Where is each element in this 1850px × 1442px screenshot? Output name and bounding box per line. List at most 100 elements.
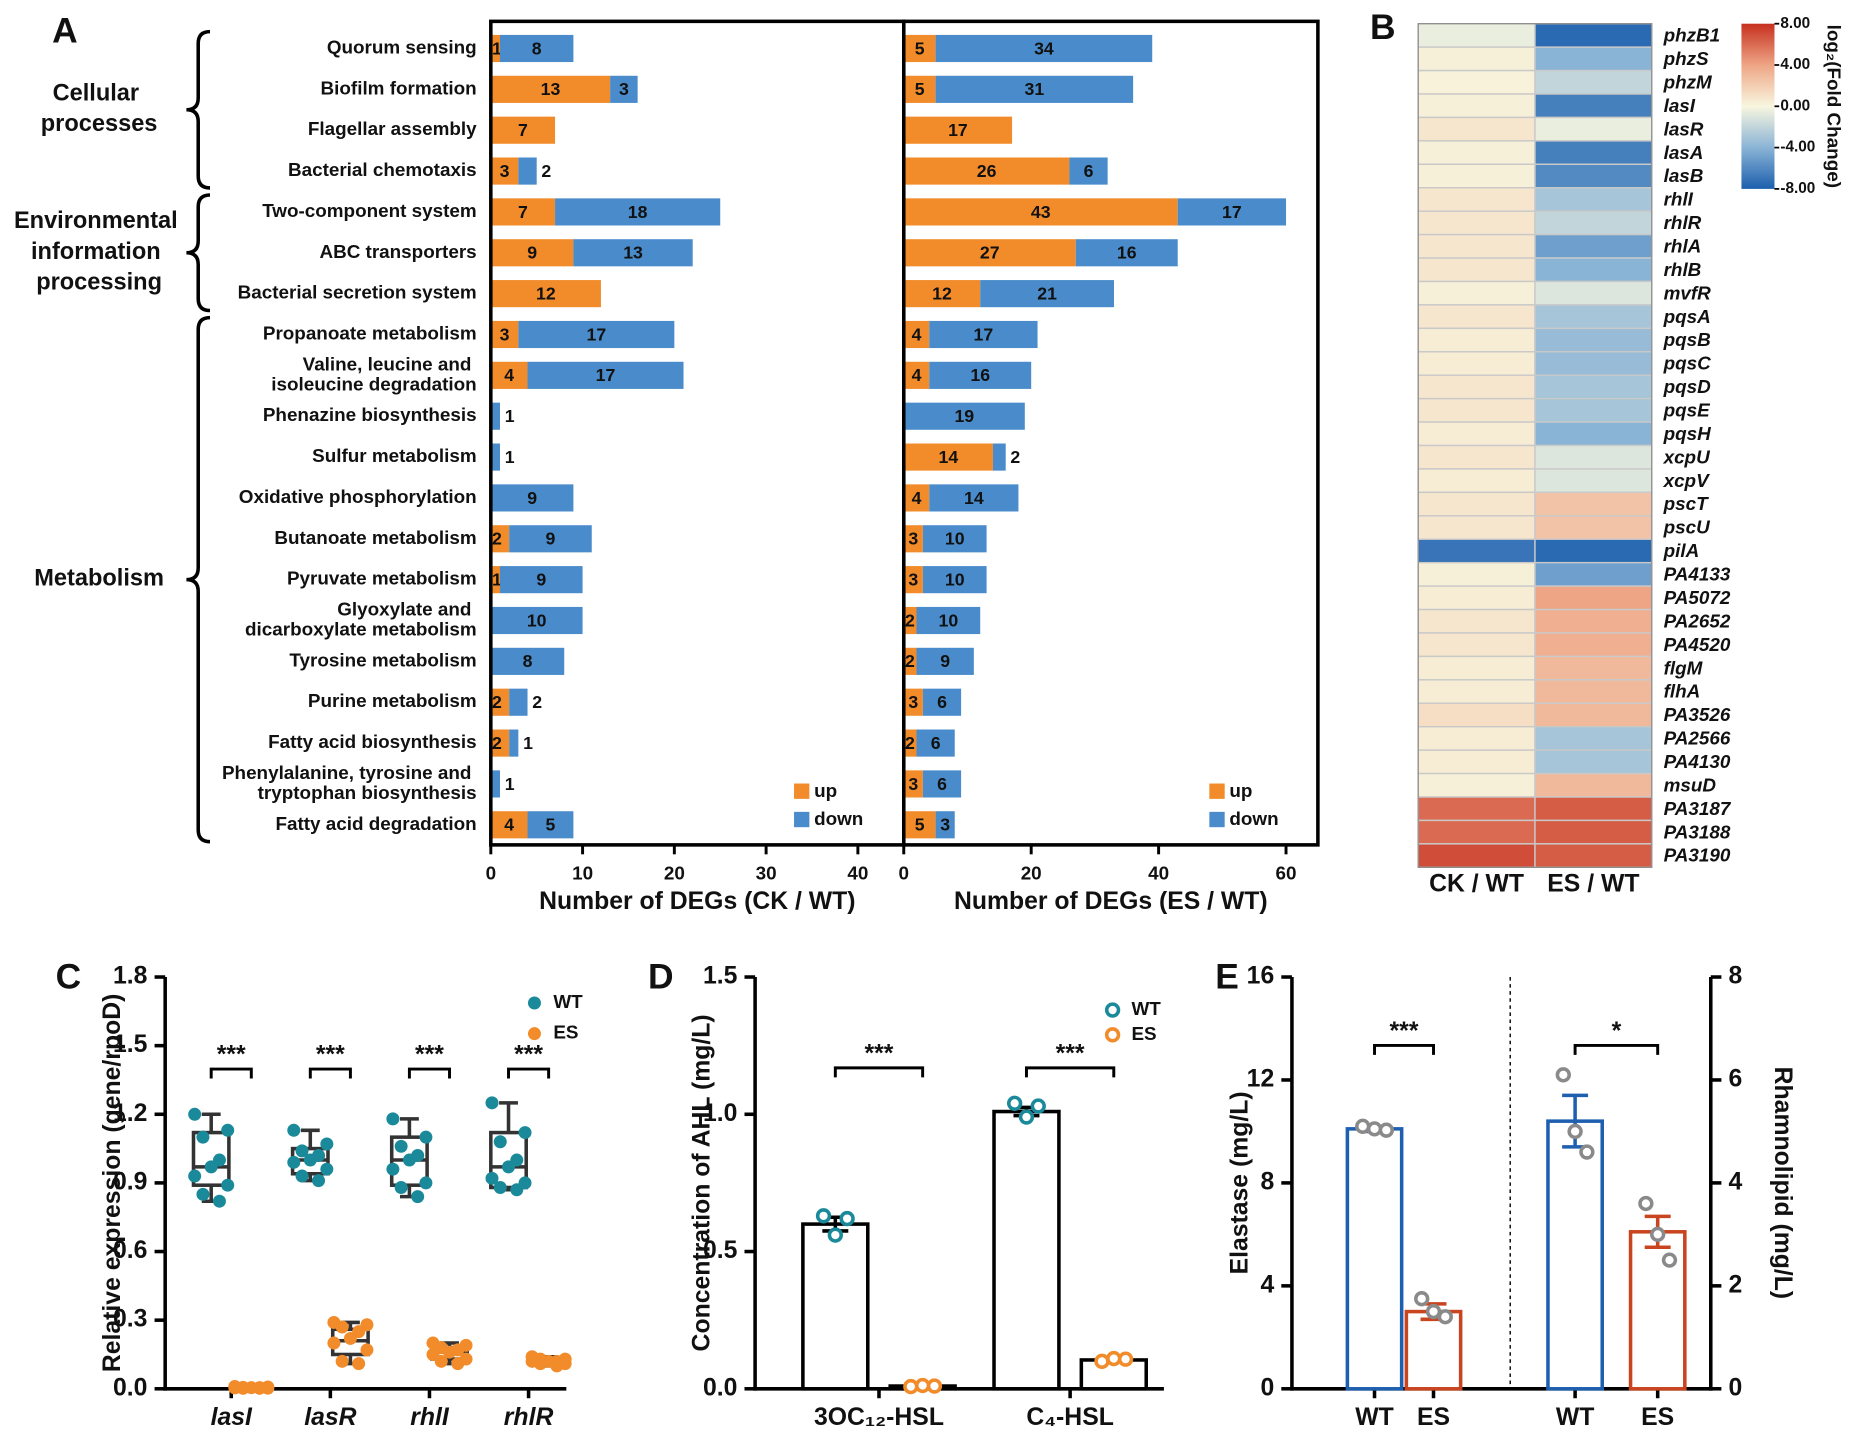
heatmap-cell: [1534, 421, 1653, 447]
bar-segment: [490, 729, 510, 757]
bar-segment: [916, 647, 974, 675]
data-label: 4: [912, 324, 922, 344]
row-label: PA4520: [1664, 634, 1731, 655]
heatmap-cell: [1534, 725, 1653, 751]
data-label: 2: [1010, 447, 1020, 467]
data-label: 9: [536, 569, 546, 589]
row-label: pilA: [1663, 540, 1700, 561]
data-point: [1661, 1252, 1678, 1268]
x-tick-label: lasI: [211, 1404, 253, 1431]
bar-segment: [490, 647, 565, 675]
data-point: [295, 1144, 309, 1158]
bar-segment: [490, 361, 528, 389]
data-label: 7: [518, 202, 528, 222]
data-label: 19: [954, 406, 974, 426]
data-label: 6: [937, 774, 947, 794]
data-label: 17: [974, 324, 994, 344]
row-label: rhlI: [1664, 189, 1694, 210]
legend-swatch: [794, 811, 810, 828]
row-label: phzM: [1663, 71, 1713, 92]
group-label: Cellular processes: [41, 80, 158, 137]
category-label: ABC transporters: [319, 241, 476, 262]
row-label: pscT: [1663, 493, 1709, 514]
bar-segment: [518, 157, 537, 185]
data-point: [1414, 1291, 1430, 1307]
row-label: pqsD: [1663, 376, 1712, 397]
significance-label: ***: [415, 1042, 444, 1069]
significance-bracket: [308, 1067, 352, 1079]
heatmap-cell: [1417, 679, 1536, 704]
heatmap-cell: [1417, 304, 1536, 330]
bar-segment: [499, 566, 583, 594]
bar-segment: [903, 320, 930, 349]
bar-segment: [903, 443, 993, 471]
data-label: 3: [619, 79, 629, 99]
bar-segment: [509, 525, 592, 553]
x-tick-label: rhlR: [504, 1404, 554, 1431]
data-label: 10: [945, 529, 965, 549]
legend-label: down: [1229, 808, 1278, 829]
legend-swatch: [1209, 811, 1225, 828]
heatmap-cell: [1417, 608, 1536, 634]
category-label: Purine metabolism: [308, 690, 477, 711]
bar: [1546, 1119, 1605, 1391]
x-axis-title: Number of DEGs (ES / WT): [954, 888, 1268, 915]
data-point: [1567, 1123, 1583, 1140]
bar-segment: [1069, 157, 1108, 185]
data-label: 10: [527, 610, 547, 630]
legend-label: down: [814, 808, 863, 829]
data-label: 34: [1034, 38, 1054, 58]
heatmap-cell: [1534, 304, 1653, 330]
data-point: [485, 1171, 499, 1185]
y-tick-label: 1.5: [113, 1031, 148, 1058]
group-brace: [186, 315, 211, 844]
legend-marker: [1104, 1002, 1121, 1018]
data-point: [518, 1126, 532, 1140]
data-point: [312, 1174, 326, 1188]
data-point: [196, 1187, 210, 1201]
heatmap-cell: [1534, 655, 1653, 681]
row-label: pqsH: [1663, 423, 1712, 444]
data-label: 2: [492, 692, 502, 712]
heatmap-cell: [1534, 374, 1653, 400]
colorbar-title: log₂(Fold Change): [1823, 25, 1844, 188]
data-point: [320, 1162, 334, 1176]
data-point: [1030, 1098, 1046, 1114]
y-axis-title: Rhamnolipid (mg/L): [1769, 1067, 1796, 1300]
row-label: PA5072: [1664, 587, 1731, 608]
data-label: 1: [492, 569, 502, 589]
legend-label: WT: [553, 991, 583, 1012]
heatmap-cell: [1417, 796, 1536, 822]
heatmap-cell: [1534, 702, 1653, 728]
x-tick-label: 40: [1148, 862, 1169, 883]
row-label: xcpU: [1663, 446, 1710, 467]
heatmap-cell: [1534, 538, 1653, 564]
heatmap-frame: [1417, 23, 1653, 868]
data-label: 2: [532, 692, 542, 712]
category-label: Quorum sensing: [327, 36, 477, 57]
y-tick-label: 4: [1728, 1168, 1742, 1195]
data-label: 16: [1117, 243, 1137, 263]
data-label: 4: [912, 365, 922, 385]
y-tick-label: 8: [1728, 963, 1742, 990]
data-label: 12: [536, 283, 556, 303]
heatmap-cell: [1534, 210, 1653, 236]
data-point: [550, 1359, 564, 1373]
y-tick-label: 0: [1728, 1374, 1742, 1401]
colorbar-tick-label: -4.00: [1780, 139, 1815, 156]
heatmap-cell: [1417, 23, 1536, 48]
data-label: 26: [977, 161, 997, 181]
data-label: 3: [500, 324, 510, 344]
data-label: 14: [964, 488, 984, 508]
data-point: [1638, 1195, 1654, 1212]
heatmap-cell: [1417, 725, 1536, 751]
y-tick-label: 8: [1260, 1168, 1274, 1195]
y-tick-label: 1.8: [113, 963, 148, 990]
data-label: 16: [970, 365, 990, 385]
heatmap-cell: [1417, 632, 1536, 658]
significance-label: ***: [1390, 1018, 1419, 1045]
bar-segment: [903, 566, 923, 594]
heatmap-cell: [1534, 140, 1653, 166]
bar-segment: [903, 116, 1013, 144]
data-label: 10: [945, 569, 965, 589]
